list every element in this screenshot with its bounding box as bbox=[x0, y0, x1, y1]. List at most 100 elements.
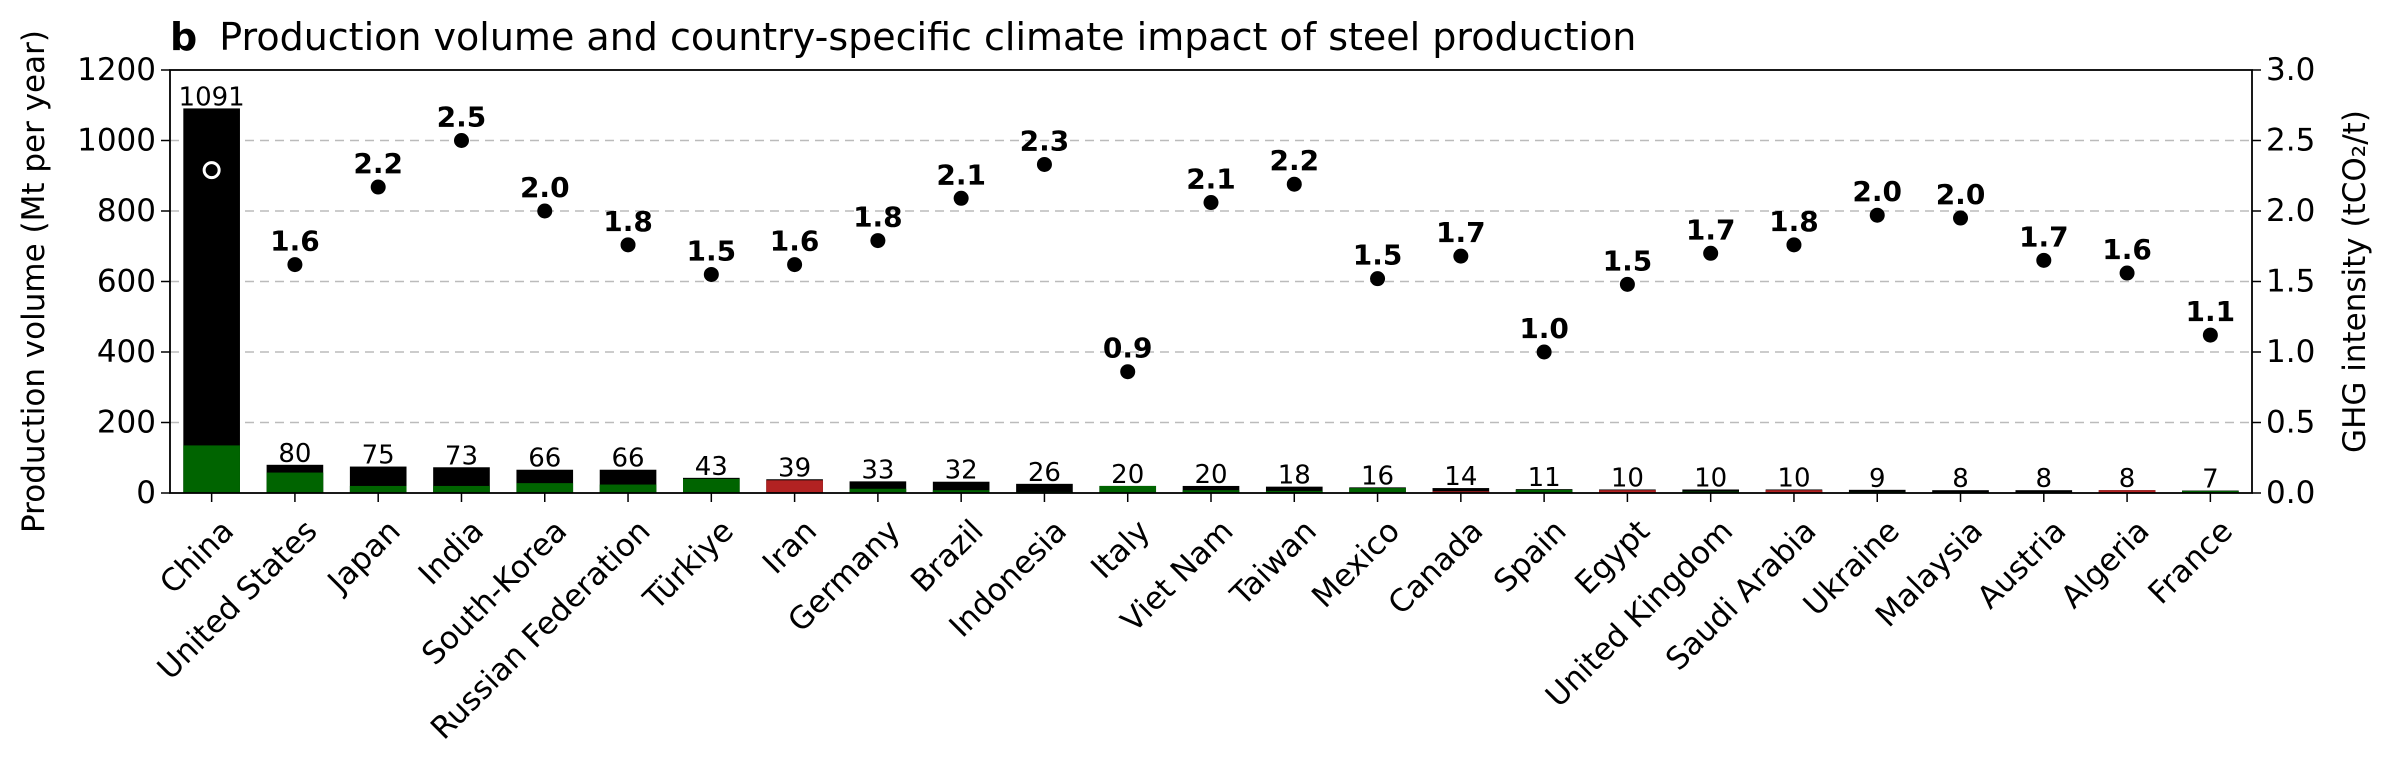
intensity-label: 1.7 bbox=[1436, 216, 1486, 249]
y-axis-label-right: GHG intensity (tCO₂/t) bbox=[2337, 110, 2373, 453]
ghg-point bbox=[370, 179, 386, 195]
intensity-label: 2.1 bbox=[1186, 163, 1236, 196]
bar-segment bbox=[1182, 490, 1240, 493]
bar-total bbox=[849, 481, 907, 493]
ghg-point bbox=[1036, 156, 1052, 172]
bar-segment bbox=[1765, 490, 1823, 493]
intensity-label: 0.9 bbox=[1103, 332, 1153, 365]
bar-segment bbox=[1265, 490, 1323, 493]
volume-label: 10 bbox=[1694, 463, 1727, 493]
right-tick-label: 0.5 bbox=[2266, 405, 2315, 441]
category-label: Algeria bbox=[2054, 513, 2156, 615]
intensity-label: 1.6 bbox=[270, 225, 320, 258]
chart-title: b Production volume and country-specific… bbox=[170, 15, 1636, 59]
intensity-label: 2.2 bbox=[353, 147, 403, 180]
intensity-label: 1.8 bbox=[603, 205, 653, 238]
intensity-label: 1.7 bbox=[2019, 220, 2069, 253]
right-axis-ticks: 0.0 0.5 1.0 1.5 2.0 2.5 3.0 bbox=[2252, 52, 2315, 511]
ghg-point bbox=[1786, 237, 1802, 253]
volume-label: 66 bbox=[611, 444, 644, 474]
bar-total bbox=[1848, 489, 1906, 493]
volume-label: 9 bbox=[1869, 464, 1886, 494]
volume-label: 80 bbox=[278, 439, 311, 469]
right-tick-label: 1.0 bbox=[2266, 334, 2315, 370]
bar-segment bbox=[349, 485, 407, 493]
intensity-label: 2.0 bbox=[1936, 178, 1986, 211]
volume-label: 10 bbox=[1611, 463, 1644, 493]
bar-segment bbox=[599, 484, 657, 493]
ghg-point bbox=[620, 237, 636, 253]
ghg-point bbox=[870, 233, 886, 249]
volume-label: 10 bbox=[1777, 463, 1810, 493]
category-label: Japan bbox=[320, 513, 408, 601]
right-tick-label: 2.5 bbox=[2266, 123, 2315, 159]
bar-segment bbox=[433, 485, 490, 493]
ghg-point bbox=[2036, 252, 2052, 268]
ghg-point bbox=[1703, 245, 1719, 261]
right-tick-label: 2.0 bbox=[2266, 193, 2315, 229]
left-tick-label: 800 bbox=[97, 193, 156, 229]
volume-label: 43 bbox=[695, 452, 728, 482]
intensity-label: 2.2 bbox=[1269, 144, 1319, 177]
bar-segment bbox=[2182, 490, 2239, 493]
ghg-point bbox=[2119, 265, 2135, 281]
bar-segment bbox=[766, 480, 823, 493]
volume-label: 7 bbox=[2202, 465, 2219, 495]
intensity-label: 1.7 bbox=[1686, 213, 1736, 246]
axes bbox=[169, 69, 2253, 502]
bar-segment bbox=[849, 488, 907, 493]
right-tick-label: 0.0 bbox=[2266, 475, 2315, 511]
left-tick-label: 200 bbox=[97, 405, 156, 441]
volume-label: 11 bbox=[1528, 463, 1561, 493]
ghg-point bbox=[202, 161, 221, 180]
intensity-label: 2.5 bbox=[437, 101, 487, 134]
left-tick-label: 600 bbox=[97, 264, 156, 300]
volume-label: 8 bbox=[2036, 464, 2053, 494]
volume-label: 18 bbox=[1278, 461, 1311, 491]
volume-label: 20 bbox=[1111, 460, 1144, 490]
bar-segment bbox=[683, 478, 740, 493]
grid-lines bbox=[170, 139, 2252, 424]
ghg-point bbox=[287, 257, 303, 273]
intensity-label: 2.0 bbox=[1852, 175, 1902, 208]
bar-total bbox=[183, 108, 240, 494]
left-tick-label: 400 bbox=[97, 334, 156, 370]
intensity-labels: 1.6 2.2 2.5 2.0 1.8 1.5 1.6 1.8 2.1 2.3 0.9 2.1 2.2 1… bbox=[270, 101, 2235, 365]
intensity-label: 1.5 bbox=[1353, 239, 1403, 272]
ghg-point bbox=[453, 133, 469, 148]
category-label: France bbox=[2142, 513, 2240, 611]
ghg-point bbox=[1536, 344, 1552, 360]
bar-total bbox=[2015, 490, 2073, 493]
bar-segment bbox=[183, 445, 240, 493]
bar-segment bbox=[2098, 490, 2156, 493]
category-label: Türkiye bbox=[636, 513, 741, 618]
ghg-points bbox=[202, 133, 2218, 380]
ghg-point bbox=[1286, 176, 1302, 192]
bar-segment bbox=[1515, 489, 1573, 493]
ghg-point bbox=[2202, 327, 2218, 343]
volume-label: 39 bbox=[778, 453, 811, 483]
bar-segment bbox=[516, 483, 574, 493]
ghg-point bbox=[953, 190, 969, 206]
bar-segment bbox=[1349, 488, 1406, 493]
left-tick-label: 1000 bbox=[77, 123, 156, 159]
intensity-label: 2.3 bbox=[1020, 124, 1070, 157]
left-tick-label: 1200 bbox=[77, 52, 156, 88]
category-label: Taiwan bbox=[1223, 513, 1324, 614]
ghg-point bbox=[537, 203, 553, 219]
intensity-label: 1.0 bbox=[1519, 312, 1569, 345]
bar-total bbox=[1432, 488, 1490, 493]
bars bbox=[183, 108, 2239, 494]
intensity-label: 1.5 bbox=[687, 234, 737, 267]
intensity-label: 1.1 bbox=[2186, 295, 2236, 328]
ghg-point bbox=[1203, 195, 1219, 211]
intensity-label: 2.0 bbox=[520, 171, 570, 204]
bar-total bbox=[932, 481, 990, 493]
ghg-point bbox=[1120, 364, 1136, 380]
intensity-label: 1.5 bbox=[1603, 244, 1653, 277]
right-tick-label: 1.5 bbox=[2266, 264, 2315, 300]
volume-labels: 1091 80 75 73 66 66 43 39 33 32 26 20 20 18 16 14 11 10 10… bbox=[179, 82, 2219, 494]
left-axis-ticks: 0 200 400 600 800 1000 1200 bbox=[77, 52, 170, 511]
left-tick-label: 0 bbox=[136, 475, 156, 511]
